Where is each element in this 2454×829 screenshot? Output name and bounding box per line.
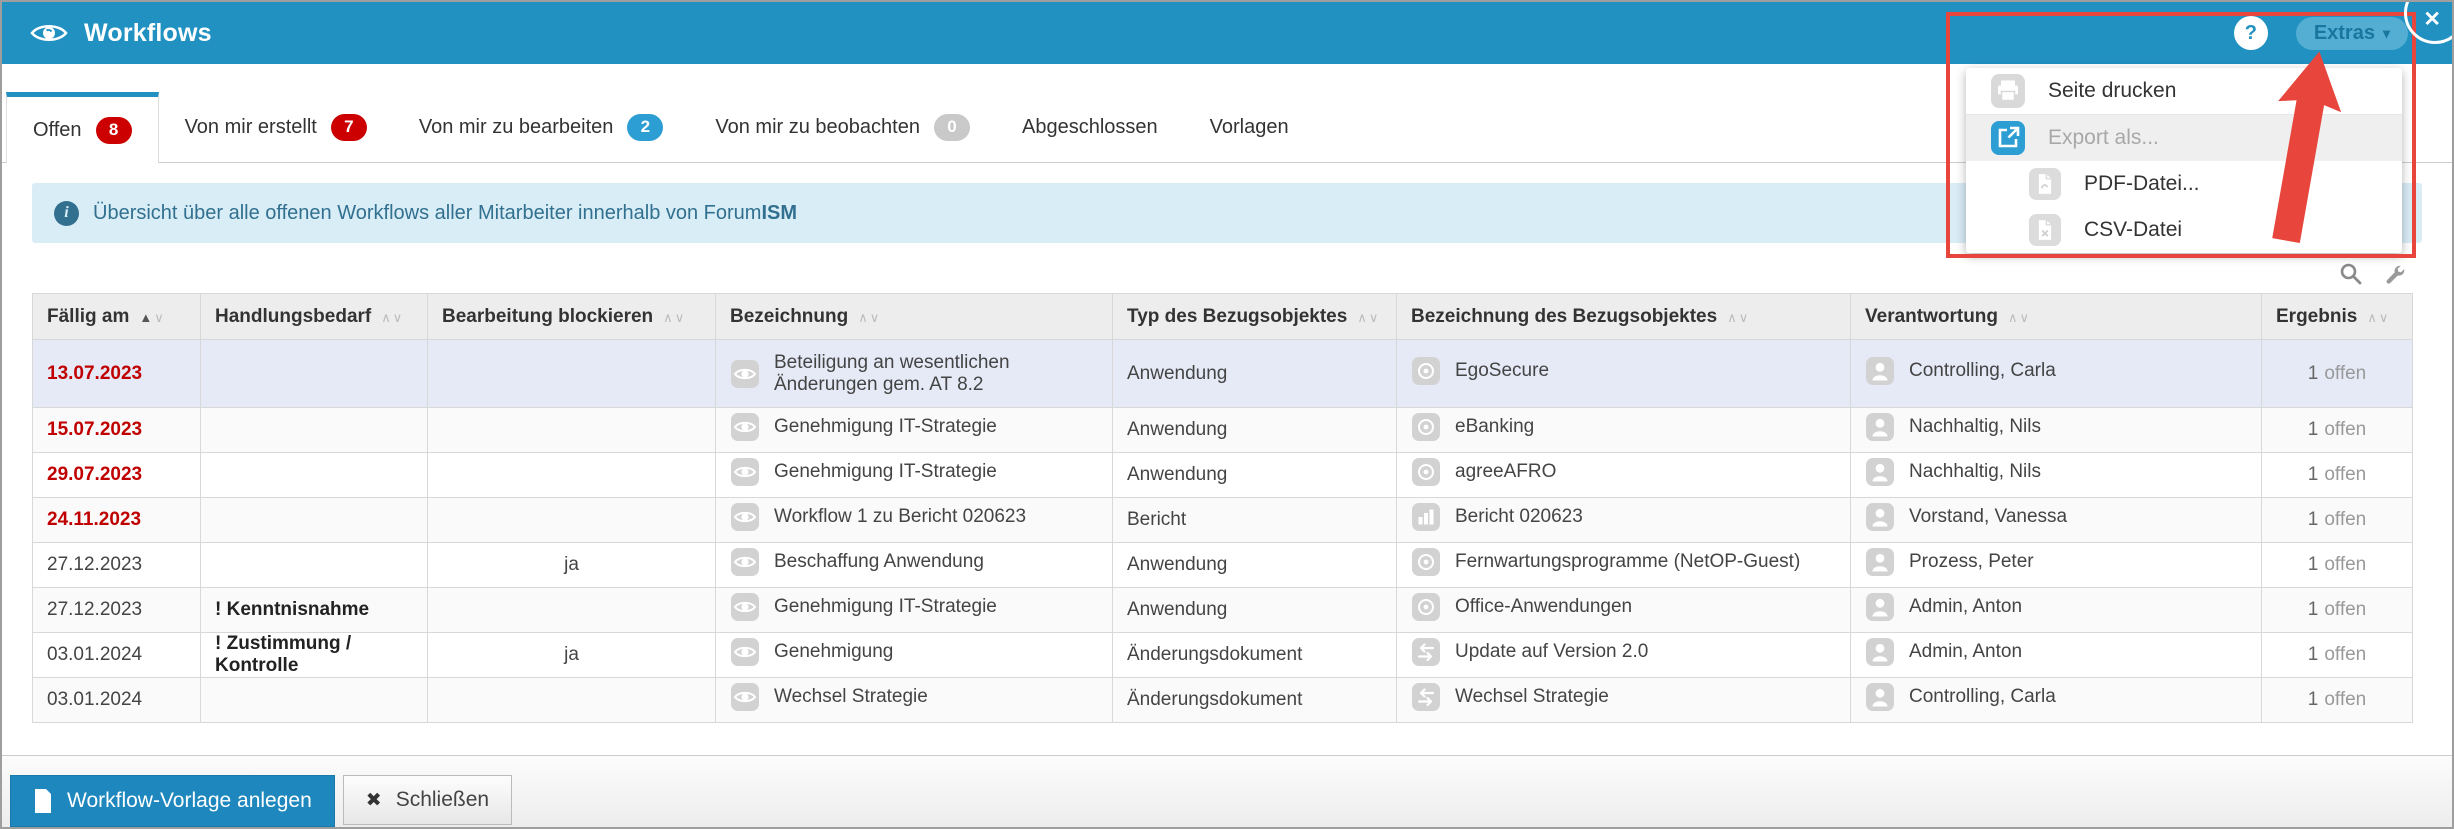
info-icon: i <box>54 200 79 226</box>
window-close-button[interactable]: ✕ <box>2423 8 2441 31</box>
column-header-faellig-am[interactable]: Fällig am ▲∨ <box>32 293 201 340</box>
sort-descending-icon: ∨ <box>154 309 166 325</box>
eye-icon <box>730 457 760 487</box>
change-document-icon <box>1411 637 1441 667</box>
eye-icon <box>730 592 760 622</box>
sort-ascending-icon: ∧ <box>381 309 393 325</box>
table-header-row: Fällig am ▲∨ Handlungsbedarf ∧∨ Bearbeitun… <box>32 293 2413 340</box>
eye-icon <box>730 682 760 712</box>
app-header: Workflows ? Extras ▾ <box>2 2 2452 64</box>
workflows-eye-icon <box>30 21 68 45</box>
tab-von-mir-erstellt[interactable]: Von mir erstellt 7 <box>159 92 393 162</box>
sort-descending-icon: ∨ <box>392 309 405 325</box>
table-row[interactable]: 27.12.2023 ja Beschaffung Anwendung Anwe… <box>32 542 2413 588</box>
wrench-icon[interactable] <box>2380 261 2406 287</box>
sort-ascending-icon: ▲ <box>139 309 155 325</box>
eye-icon <box>730 412 760 442</box>
info-banner-text: Übersicht über alle offenen Workflows al… <box>93 201 798 224</box>
sort-ascending-icon: ∧ <box>2367 309 2379 325</box>
sort-ascending-icon: ∧ <box>1357 309 1369 325</box>
sort-ascending-icon: ∧ <box>858 309 870 325</box>
extras-button[interactable]: Extras ▾ <box>2295 16 2408 50</box>
badge-count: 7 <box>330 113 367 141</box>
tab-bar: Offen 8 Von mir erstellt 7 Von mir zu be… <box>2 92 2452 163</box>
table-row[interactable]: 24.11.2023 Workflow 1 zu Bericht 020623 … <box>32 497 2413 543</box>
table-toolbar <box>2 259 2406 289</box>
menu-item-seite-drucken[interactable]: Seite drucken <box>1966 68 2402 115</box>
search-icon[interactable] <box>2338 261 2364 287</box>
tab-abgeschlossen[interactable]: Abgeschlossen <box>1021 115 1158 138</box>
document-icon <box>35 789 51 813</box>
table-row[interactable]: 27.12.2023 ! Kenntnisnahme Genehmigung I… <box>32 587 2413 633</box>
column-header-bezeichnung[interactable]: Bezeichnung ∧∨ <box>715 293 1113 340</box>
column-header-verantwortung[interactable]: Verantwortung ∧∨ <box>1850 293 2262 340</box>
person-icon <box>1865 637 1895 667</box>
create-workflow-template-button[interactable]: Workflow-Vorlage anlegen <box>10 775 335 827</box>
csv-file-icon <box>2028 213 2062 247</box>
table-row[interactable]: 03.01.2024 ! Zustimmung / Kontrolle ja G… <box>32 632 2413 678</box>
menu-item-pdf-datei[interactable]: PDF-Datei... <box>1966 161 2402 207</box>
person-icon <box>1865 502 1895 532</box>
column-header-typ-des-bezugsobjektes[interactable]: Typ des Bezugsobjektes ∧∨ <box>1112 293 1397 340</box>
badge-count: 2 <box>627 113 664 141</box>
badge-count: 0 <box>933 113 970 141</box>
close-button[interactable]: ✖ Schließen <box>342 775 513 825</box>
change-document-icon <box>1411 682 1441 712</box>
sort-descending-icon: ∨ <box>869 309 882 325</box>
application-icon <box>1411 412 1441 442</box>
person-icon <box>1865 412 1895 442</box>
person-icon <box>1865 682 1895 712</box>
page-title: Workflows <box>84 18 212 47</box>
close-x-icon: ✖ <box>365 789 382 811</box>
application-icon <box>1411 547 1441 577</box>
sort-descending-icon: ∨ <box>674 309 687 325</box>
chevron-down-icon: ▾ <box>2382 24 2390 41</box>
menu-item-csv-datei[interactable]: CSV-Datei <box>1966 207 2402 253</box>
pdf-file-icon <box>2028 167 2062 201</box>
sort-descending-icon: ∨ <box>2019 309 2032 325</box>
tab-offen[interactable]: Offen 8 <box>6 92 159 163</box>
badge-count: 8 <box>95 116 132 144</box>
person-icon <box>1865 356 1895 386</box>
export-icon <box>1990 120 2026 156</box>
eye-icon <box>730 359 760 389</box>
help-button[interactable]: ? <box>2233 16 2268 50</box>
tab-vorlagen[interactable]: Vorlagen <box>1209 115 1289 138</box>
application-icon <box>1411 356 1441 386</box>
person-icon <box>1865 592 1895 622</box>
close-button-arc <box>2404 2 2452 44</box>
menu-item-export-als[interactable]: Export als... <box>1966 115 2402 161</box>
sort-descending-icon: ∨ <box>1738 309 1751 325</box>
sort-ascending-icon: ∧ <box>1727 309 1739 325</box>
application-icon <box>1411 592 1441 622</box>
printer-icon <box>1990 73 2026 109</box>
footer-bar: Workflow-Vorlage anlegen ✖ Schließen <box>2 755 2452 827</box>
column-header-handlungsbedarf[interactable]: Handlungsbedarf ∧∨ <box>200 293 428 340</box>
column-header-bezeichnung-des-bezugsobjektes[interactable]: Bezeichnung des Bezugsobjektes ∧∨ <box>1396 293 1851 340</box>
column-header-bearbeitung-blockieren[interactable]: Bearbeitung blockieren ∧∨ <box>427 293 716 340</box>
workflows-table: Fällig am ▲∨ Handlungsbedarf ∧∨ Bearbeitun… <box>32 293 2413 723</box>
eye-icon <box>730 502 760 532</box>
sort-ascending-icon: ∧ <box>2008 309 2020 325</box>
table-row[interactable]: 15.07.2023 Genehmigung IT-Strategie Anwe… <box>32 407 2413 453</box>
column-header-ergebnis[interactable]: Ergebnis ∧∨ <box>2261 293 2413 340</box>
sort-descending-icon: ∨ <box>1368 309 1381 325</box>
sort-ascending-icon: ∧ <box>663 309 675 325</box>
table-row[interactable]: 13.07.2023 Beteiligung an wesentlichen Ä… <box>32 339 2413 408</box>
table-row[interactable]: 29.07.2023 Genehmigung IT-Strategie Anwe… <box>32 452 2413 498</box>
tab-von-mir-zu-bearbeiten[interactable]: Von mir zu bearbeiten 2 <box>393 92 690 162</box>
eye-icon <box>730 547 760 577</box>
extras-menu: Seite drucken Export als... PDF-Datei...… <box>1966 68 2402 253</box>
tab-von-mir-zu-beobachten[interactable]: Von mir zu beobachten 0 <box>689 92 996 162</box>
table-row[interactable]: 03.01.2024 Wechsel Strategie Änderungsdo… <box>32 677 2413 723</box>
person-icon <box>1865 547 1895 577</box>
person-icon <box>1865 457 1895 487</box>
sort-descending-icon: ∨ <box>2378 309 2391 325</box>
report-icon <box>1411 502 1441 532</box>
eye-icon <box>730 637 760 667</box>
application-icon <box>1411 457 1441 487</box>
